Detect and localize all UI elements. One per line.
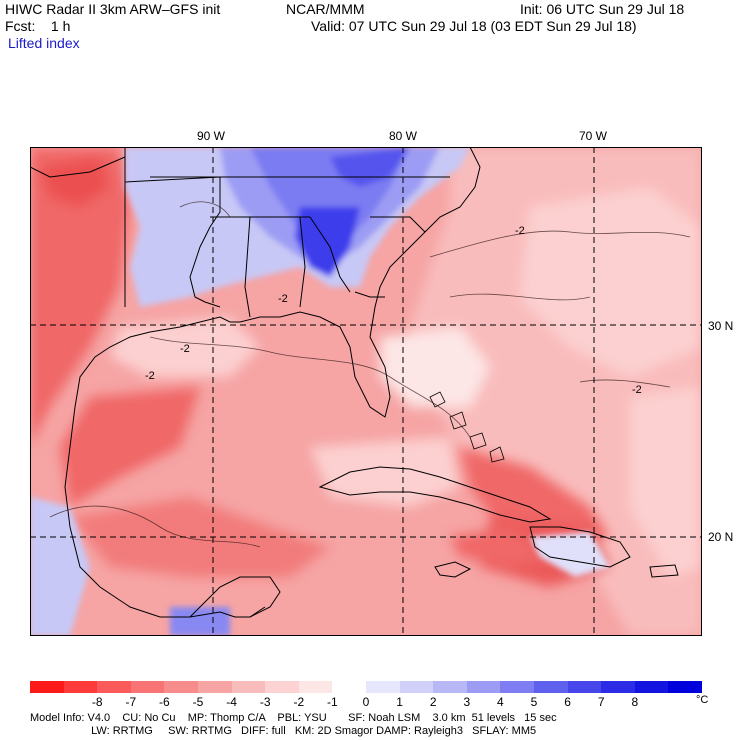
color-scale-bar [30, 681, 702, 693]
color-scale-tick-label: -2 [293, 695, 305, 709]
color-scale-cell [601, 681, 635, 693]
color-scale-cell [567, 681, 602, 693]
color-scale-cell [433, 681, 467, 693]
color-scale-tick-label: 3 [463, 695, 471, 709]
color-scale-cell [164, 681, 198, 693]
org-label: NCAR/MMM [286, 1, 365, 17]
lon-label-80w: 80 W [389, 129, 418, 143]
lat-lon-grid [30, 147, 702, 636]
bahamas-islands [429, 391, 505, 463]
map-canvas: -2 -2 -2 -2 -2 [30, 147, 702, 636]
contour-label-2: -2 [180, 343, 190, 355]
color-scale-cell [97, 681, 131, 693]
lon-label-90w: 90 W [197, 129, 226, 143]
map-frame [30, 147, 702, 636]
color-scale-cell [500, 681, 534, 693]
forecast-hour: Fcst: 1 h [5, 18, 71, 34]
cuba-coast [318, 466, 552, 523]
color-scale-tick-label: 4 [497, 695, 504, 709]
color-scale-cell [298, 681, 333, 693]
color-scale-tick-label: 2 [429, 695, 437, 709]
color-scale-tick-label: -1 [327, 695, 338, 709]
lat-label-30n: 30 N [708, 319, 734, 333]
color-scale-cell [231, 681, 266, 693]
color-scale-tick-label: -4 [226, 695, 237, 709]
puerto-rico-coast [649, 564, 679, 578]
coastlines [30, 147, 481, 618]
color-scale-tick-label: -7 [125, 695, 137, 709]
color-scale-tick-label: 8 [631, 695, 639, 709]
contour-label-3: -2 [145, 370, 155, 382]
color-scale-tick-label: 5 [530, 695, 538, 709]
init-time: Init: 06 UTC Sun 29 Jul 18 [520, 1, 685, 17]
color-scale-tick-label: -3 [259, 695, 271, 709]
color-scale-cell [265, 681, 299, 693]
color-scale-tick-label: 6 [564, 695, 571, 709]
color-scale-tick-label: 1 [396, 695, 403, 709]
model-info-line2: LW: RRTMG SW: RRTMG DIFF: full KM: 2D Sm… [30, 725, 537, 737]
field-name: Lifted index [8, 35, 80, 51]
color-scale-tick-label: -8 [91, 695, 103, 709]
hispaniola-coast [529, 526, 631, 568]
contour-label-4: -2 [515, 225, 525, 237]
model-info-line1: Model Info: V4.0 CU: No Cu MP: Thomp C/A… [30, 712, 557, 724]
color-scale-tick-label: -5 [192, 695, 204, 709]
color-scale-cell [668, 681, 702, 693]
color-scale-tick-label: 0 [362, 695, 370, 709]
color-scale-cell [466, 681, 501, 693]
color-scale-cell [197, 681, 232, 693]
color-scale-cell [63, 681, 98, 693]
color-scale-unit: °C [696, 694, 709, 706]
central-america-coast [189, 576, 281, 618]
color-scale-cell [399, 681, 434, 693]
model-title: HIWC Radar II 3km ARW–GFS init [5, 1, 221, 17]
contour-label-5: -2 [632, 384, 642, 396]
lifted-index-map: -2 -2 -2 -2 -2 [30, 147, 702, 636]
color-scale-cell [533, 681, 568, 693]
jamaica-coast [434, 561, 472, 578]
color-scale-tick-label: -6 [159, 695, 170, 709]
lat-label-20n: 20 N [708, 530, 734, 544]
color-scale-cell [30, 681, 64, 693]
color-scale-cell [130, 681, 165, 693]
color-scale-cell [365, 681, 400, 693]
color-scale-cell [634, 681, 669, 693]
lon-label-70w: 70 W [579, 129, 608, 143]
field-light-regions [110, 147, 702, 636]
color-scale-cell [332, 681, 366, 693]
color-scale-tick-label: 7 [597, 695, 605, 709]
valid-time: Valid: 07 UTC Sun 29 Jul 18 (03 EDT Sun … [311, 18, 637, 34]
contour-label-1: -2 [278, 293, 288, 305]
contour-lines [49, 201, 691, 548]
